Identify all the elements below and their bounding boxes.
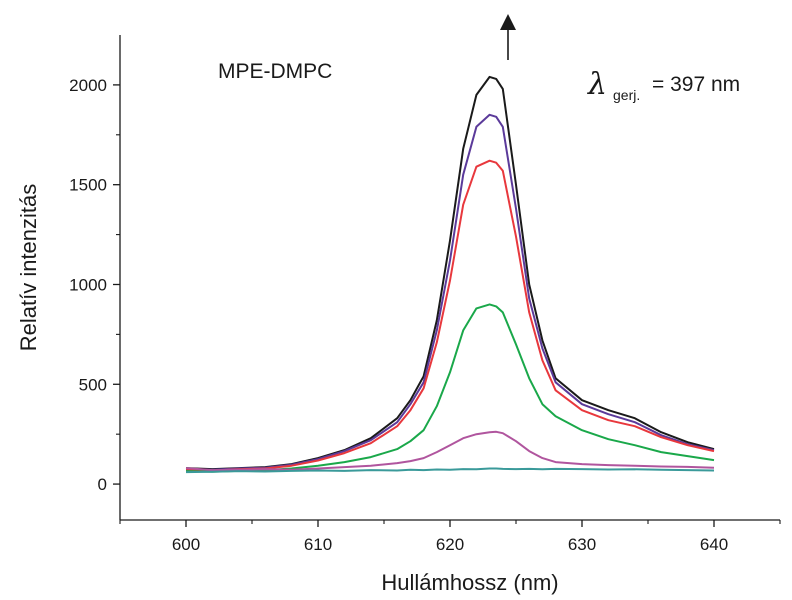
x-axis-title: Hullámhossz (nm): [381, 570, 558, 595]
x-tick-label: 630: [568, 535, 596, 554]
y-axis-title: Relatív intenzitás: [16, 184, 41, 352]
series-layer: [185, 75, 715, 474]
x-tick-label: 620: [436, 535, 464, 554]
increase-arrow-icon: [500, 14, 516, 60]
x-tick-label: 640: [700, 535, 728, 554]
x-tick-label: 600: [172, 535, 200, 554]
x-ticks: 600 610 620 630 640: [119, 520, 781, 554]
series-line-6: [185, 467, 715, 474]
series-line-4: [185, 303, 715, 473]
excitation-label: λ gerj. = 397 nm: [587, 67, 740, 103]
lambda-value: = 397 nm: [652, 73, 740, 96]
y-tick-label: 1000: [69, 275, 107, 294]
series-line-2: [185, 113, 715, 471]
series-line-3: [185, 159, 715, 472]
lambda-subscript: gerj.: [613, 87, 640, 103]
sample-label: MPE-DMPC: [218, 60, 332, 83]
y-ticks: 0 500 1000 1500 2000: [69, 76, 120, 494]
series-line-1: [185, 75, 715, 471]
y-tick-label: 1500: [69, 176, 107, 195]
y-tick-label: 500: [79, 375, 107, 394]
y-tick-label: 2000: [69, 76, 107, 95]
x-tick-label: 610: [304, 535, 332, 554]
y-tick-label: 0: [98, 475, 107, 494]
lambda-symbol: λ: [587, 67, 607, 102]
series-line-5: [185, 430, 715, 472]
